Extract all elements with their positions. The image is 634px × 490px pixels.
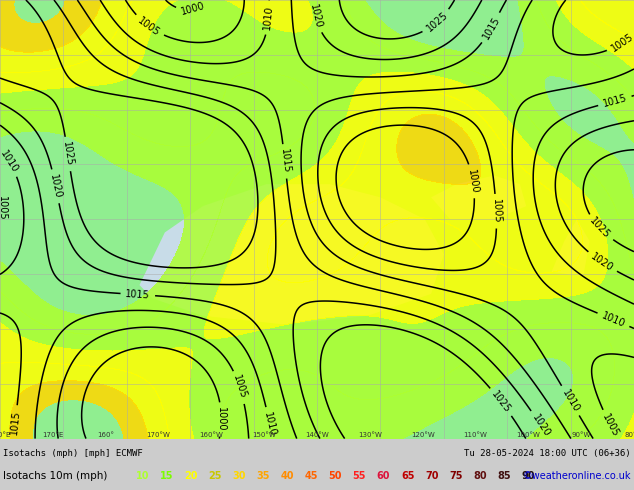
Text: 1005: 1005	[231, 374, 249, 400]
Text: 1010: 1010	[262, 5, 275, 30]
Text: 1015: 1015	[9, 410, 22, 435]
Text: 1015: 1015	[602, 93, 628, 109]
Text: 1000: 1000	[180, 1, 206, 18]
Text: 1010: 1010	[560, 388, 581, 414]
Text: 1020: 1020	[308, 3, 323, 29]
Text: 40: 40	[280, 471, 294, 481]
Text: 30: 30	[232, 471, 246, 481]
Text: 1025: 1025	[489, 389, 513, 415]
Text: 45: 45	[304, 471, 318, 481]
Text: 100°W: 100°W	[517, 432, 540, 438]
Text: 1025: 1025	[61, 141, 75, 167]
Text: 20: 20	[184, 471, 198, 481]
Text: 60: 60	[377, 471, 391, 481]
Text: 130°W: 130°W	[358, 432, 382, 438]
Text: 180°E: 180°E	[0, 432, 11, 438]
Text: 35: 35	[256, 471, 270, 481]
Text: 70: 70	[425, 471, 439, 481]
Text: 140°W: 140°W	[305, 432, 329, 438]
Text: 50: 50	[328, 471, 342, 481]
Text: 65: 65	[401, 471, 415, 481]
Text: 160°W: 160°W	[200, 432, 223, 438]
Text: 120°W: 120°W	[411, 432, 434, 438]
Text: 1020: 1020	[589, 251, 615, 273]
Text: 1010: 1010	[600, 310, 626, 329]
Text: 1015: 1015	[278, 148, 291, 174]
Text: 170°E: 170°E	[42, 432, 63, 438]
Polygon shape	[431, 175, 526, 220]
Text: 55: 55	[353, 471, 366, 481]
Text: 110°W: 110°W	[463, 432, 488, 438]
Text: 1010: 1010	[262, 411, 278, 437]
Text: 1025: 1025	[424, 10, 450, 34]
Text: 1000: 1000	[216, 407, 226, 432]
Text: 15: 15	[160, 471, 174, 481]
Text: Isotachs 10m (mph): Isotachs 10m (mph)	[3, 471, 108, 481]
Text: 1005: 1005	[600, 412, 621, 439]
Text: 170°W: 170°W	[146, 432, 171, 438]
Polygon shape	[552, 220, 590, 276]
Text: 1010: 1010	[0, 148, 20, 174]
Text: 25: 25	[208, 471, 222, 481]
Text: ©weatheronline.co.uk: ©weatheronline.co.uk	[522, 471, 631, 481]
Text: 1005: 1005	[491, 199, 501, 224]
Text: 1020: 1020	[530, 412, 552, 439]
Text: 150°W: 150°W	[252, 432, 276, 438]
Text: 80°W: 80°W	[624, 432, 634, 438]
Text: 1005: 1005	[609, 31, 634, 53]
Polygon shape	[139, 184, 444, 324]
Text: 1015: 1015	[481, 15, 501, 41]
Text: Tu 28-05-2024 18:00 UTC (06+36): Tu 28-05-2024 18:00 UTC (06+36)	[464, 449, 631, 458]
Text: 160°: 160°	[97, 432, 114, 438]
Text: 1005: 1005	[0, 196, 7, 220]
Text: Isotachs (mph) [mph] ECMWF: Isotachs (mph) [mph] ECMWF	[3, 449, 143, 458]
Text: 1000: 1000	[466, 168, 480, 194]
Text: 90°W: 90°W	[571, 432, 591, 438]
Text: 1020: 1020	[48, 173, 63, 199]
Text: 1005: 1005	[136, 15, 162, 38]
Text: 85: 85	[497, 471, 511, 481]
Text: 1025: 1025	[588, 216, 612, 241]
Text: 80: 80	[473, 471, 487, 481]
Text: 75: 75	[449, 471, 463, 481]
Text: 1015: 1015	[126, 289, 150, 300]
Text: 10: 10	[136, 471, 150, 481]
Text: 90: 90	[521, 471, 535, 481]
